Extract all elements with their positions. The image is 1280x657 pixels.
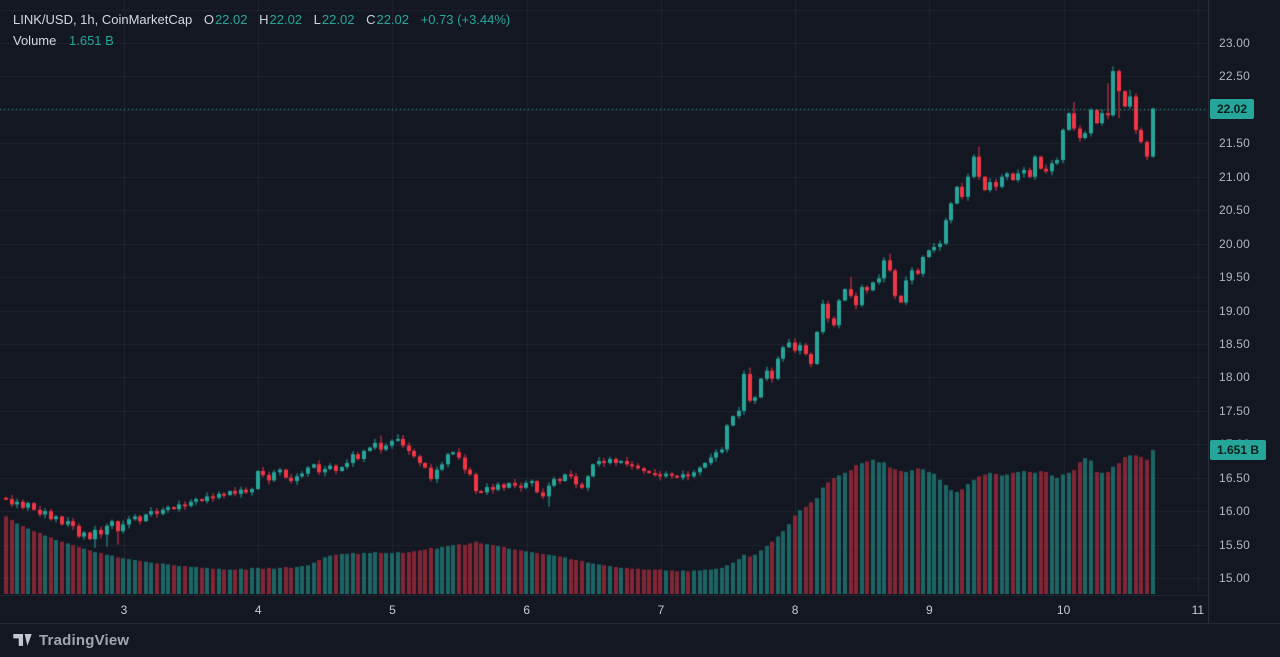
- change-value: +0.73 (+3.44%): [420, 12, 511, 27]
- tradingview-logo-icon: [13, 634, 32, 646]
- time-axis[interactable]: 3 4 5 6 7 8 9 10 11: [0, 595, 1208, 623]
- ohlc-low-label: L: [313, 12, 321, 27]
- last-volume-badge: 1.651 B: [1210, 440, 1267, 461]
- price-axis-label: 15.50: [1219, 537, 1251, 552]
- symbol-title[interactable]: LINK/USD, 1h, CoinMarketCap: [13, 12, 193, 27]
- tradingview-logo-link[interactable]: TradingView: [13, 632, 129, 649]
- ohlc-close-value: 22.02: [376, 12, 410, 27]
- time-axis-label: 3: [120, 603, 128, 617]
- chart-pane: LINK/USD, 1h, CoinMarketCap O22.02 H22.0…: [0, 0, 1280, 623]
- time-axis-label: 4: [254, 603, 262, 617]
- time-axis-label: 9: [926, 603, 933, 617]
- volume-value: 1.651 B: [69, 33, 114, 48]
- time-axis-label: 5: [389, 603, 396, 617]
- time-axis-label: 10: [1056, 603, 1071, 617]
- legend-row-volume: Volume 1.651 B: [13, 30, 510, 51]
- legend-row-main: LINK/USD, 1h, CoinMarketCap O22.02 H22.0…: [13, 9, 510, 30]
- price-axis-label: 15.00: [1219, 571, 1251, 585]
- candlestick-volume-chart[interactable]: [0, 0, 1208, 594]
- time-axis-label: 11: [1191, 603, 1205, 617]
- last-price-badge: 22.02: [1210, 98, 1255, 119]
- price-axis[interactable]: 23.0022.5022.0021.5021.0020.5020.0019.50…: [1208, 0, 1280, 623]
- volume-label[interactable]: Volume: [13, 33, 57, 48]
- time-axis-label: 7: [657, 603, 665, 617]
- price-axis-label: 19.50: [1219, 270, 1251, 285]
- ohlc-open-value: 22.02: [214, 12, 248, 27]
- tradingview-logo-text: TradingView: [39, 632, 130, 649]
- price-axis-label: 16.50: [1219, 470, 1251, 485]
- chart-legend: LINK/USD, 1h, CoinMarketCap O22.02 H22.0…: [13, 9, 510, 51]
- time-axis-label: 8: [791, 603, 799, 617]
- price-axis-label: 19.00: [1219, 303, 1251, 318]
- price-axis-label: 21.00: [1219, 169, 1251, 184]
- price-axis-label: 18.50: [1219, 336, 1251, 351]
- price-axis-label: 18.00: [1219, 370, 1251, 385]
- price-axis-label: 20.00: [1219, 236, 1251, 251]
- price-axis-label: 16.00: [1219, 504, 1251, 519]
- ohlc-low-value: 22.02: [321, 12, 355, 27]
- footer-bar: TradingView: [0, 623, 1280, 657]
- ohlc-high-label: H: [259, 12, 269, 27]
- price-axis-label: 17.50: [1219, 403, 1251, 418]
- price-axis-label: 20.50: [1219, 203, 1251, 218]
- time-axis-label: 6: [523, 603, 531, 617]
- ohlc-open-label: O: [203, 12, 214, 27]
- ohlc-high-value: 22.02: [269, 12, 303, 27]
- price-axis-label: 22.50: [1219, 69, 1251, 84]
- price-axis-label: 21.50: [1219, 136, 1251, 151]
- ohlc-close-label: C: [366, 12, 376, 27]
- price-axis-label: 23.00: [1219, 36, 1251, 50]
